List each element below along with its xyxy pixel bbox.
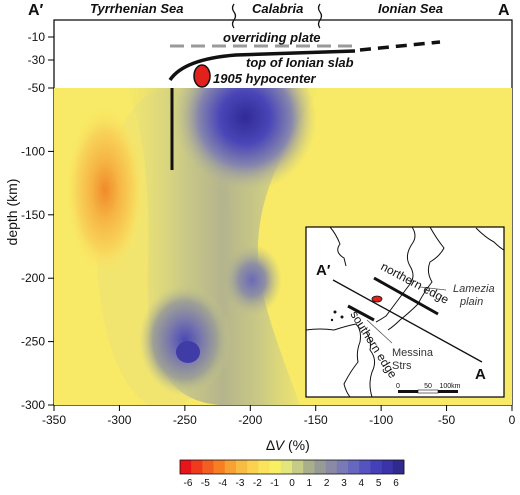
region-label-tyrrhenian: Tyrrhenian Sea xyxy=(90,1,183,16)
inset-coast-east xyxy=(387,226,445,331)
inset-coast-sicily-east xyxy=(365,331,376,398)
colorbar-swatch-2 xyxy=(202,460,214,474)
inset-lamezia-leader xyxy=(419,286,447,291)
colorbar-swatch-17 xyxy=(370,460,382,474)
colorbar-title-variable: V xyxy=(275,437,286,453)
colorbar-swatch-12 xyxy=(314,460,326,474)
velocity-anomaly-field xyxy=(54,88,512,405)
x-tick-label-5: -100 xyxy=(369,413,393,427)
y-axis-title: depth (km) xyxy=(4,179,20,246)
corner-label-right: A xyxy=(498,2,510,19)
colorbar-title-prefix: ∆ xyxy=(266,437,275,453)
hypocenter-marker xyxy=(193,64,211,88)
colorbar-swatch-16 xyxy=(359,460,371,474)
inset-island-dot-1 xyxy=(333,310,337,314)
colorbar-swatch-19 xyxy=(392,460,405,474)
x-tick-label-2: -250 xyxy=(173,413,197,427)
inset-scale-tick-100: 100km xyxy=(439,383,460,390)
colorbar-title-unit: (%) xyxy=(284,437,310,453)
colorbar-swatch-18 xyxy=(381,460,394,474)
axes: -350 -300 -250 -200 -150 -100 -50 0-10-30-50-10… xyxy=(21,30,516,427)
inset-messina-leader xyxy=(366,319,393,344)
y-tick-label-2: -200 xyxy=(21,271,45,285)
corner-label-left: A′ xyxy=(28,2,44,19)
colorbar-tick-5: -1 xyxy=(270,478,279,489)
inset-southern-edge-line xyxy=(347,304,375,322)
ionian-slab-line xyxy=(168,49,356,82)
colorbar-swatch-9 xyxy=(280,460,293,474)
y-tick-label-3: -250 xyxy=(21,335,45,349)
colorbar-tick-12: 6 xyxy=(393,478,399,489)
y-tick-label-upper-0: -10 xyxy=(28,30,46,44)
x-tick-label-3: -200 xyxy=(238,413,262,427)
coast-break-mark-2 xyxy=(317,3,323,29)
colorbar-swatch-15 xyxy=(348,460,360,474)
colorbar-tick-7: 1 xyxy=(307,478,313,489)
inset-island-dot-3 xyxy=(330,318,334,322)
colorbar-swatch-8 xyxy=(269,460,282,474)
ionian-slab-extension xyxy=(359,40,441,52)
colorbar-swatch-5 xyxy=(236,460,248,474)
y-tick-label-upper-1: -30 xyxy=(28,53,46,67)
colorbar-swatch-14 xyxy=(336,460,349,474)
inset-coast-ne xyxy=(475,227,505,251)
inset-messina-label-2: Strs xyxy=(392,360,412,372)
colorbar-tick-11: 5 xyxy=(376,478,382,489)
inset-northern-edge-line xyxy=(373,276,439,316)
inset-corner-left: A′ xyxy=(316,262,331,279)
colorbar-swatch-4 xyxy=(224,460,237,474)
inset-coast-north xyxy=(329,226,347,267)
colorbar-swatch-1 xyxy=(191,460,203,474)
colorbar-tick-8: 2 xyxy=(324,478,330,489)
inset-lamezia-label-2: plain xyxy=(459,296,483,308)
colorbar-tick-4: -2 xyxy=(253,478,262,489)
colorbar-swatch-6 xyxy=(247,460,259,474)
colorbar-tick-1: -5 xyxy=(201,478,210,489)
colorbar-tick-2: -4 xyxy=(218,478,227,489)
inset-messina-label-1: Messina xyxy=(392,347,434,359)
inset-hypocenter-marker xyxy=(371,295,383,303)
colorbar-frame xyxy=(179,459,405,475)
inset-scale-bar: 0 50 100km xyxy=(396,383,461,394)
colorbar-tick-3: -3 xyxy=(236,478,245,489)
y-tick-label-upper-2: -50 xyxy=(28,81,46,95)
colorbar-swatch-10 xyxy=(292,460,304,474)
inset-profile-line xyxy=(332,279,483,363)
colorbar-tick-9: 3 xyxy=(341,478,347,489)
colorbar-tick-6: 0 xyxy=(289,478,295,489)
inset-map: A′ A northern edge southern edge Lamezia… xyxy=(305,226,505,398)
ionian-slab-label: top of Ionian slab xyxy=(246,55,354,70)
x-tick-label-0: -350 xyxy=(42,413,66,427)
colorbar-tick-10: 4 xyxy=(359,478,365,489)
colorbar-swatch-3 xyxy=(213,460,226,474)
x-tick-label-7: 0 xyxy=(509,413,516,427)
colorbar-swatch-7 xyxy=(258,460,270,474)
x-tick-label-1: -300 xyxy=(107,413,131,427)
inset-lamezia-label-1: Lamezia xyxy=(453,283,495,295)
y-tick-label-0: -100 xyxy=(21,144,45,158)
inset-island-dot-2 xyxy=(340,315,344,319)
region-label-calabria: Calabria xyxy=(252,1,303,16)
x-tick-label-4: -150 xyxy=(304,413,328,427)
overriding-plate-label: overriding plate xyxy=(223,30,321,45)
inset-corner-right: A xyxy=(475,366,486,383)
hypocenter-label: 1905 hypocenter xyxy=(213,71,317,86)
colorbar-swatch-11 xyxy=(303,460,315,474)
y-tick-label-4: -300 xyxy=(21,398,45,412)
colorbar: -6 -5 -4 -3 -2 -1 0 1 2 3 4 5 6 xyxy=(179,459,405,489)
colorbar-swatch-13 xyxy=(325,460,338,474)
region-label-ionian: Ionian Sea xyxy=(378,1,443,16)
inset-scale-tick-50: 50 xyxy=(424,383,432,390)
colorbar-swatch-0 xyxy=(180,460,192,474)
inset-scale-tick-0: 0 xyxy=(396,383,400,390)
inset-coast-sicily xyxy=(305,323,361,398)
colorbar-tick-0: -6 xyxy=(184,478,193,489)
inset-coast-calabria xyxy=(375,226,416,323)
x-tick-label-6: -50 xyxy=(438,413,456,427)
y-tick-label-1: -150 xyxy=(21,208,45,222)
colorbar-title: ∆V (%) xyxy=(266,437,310,453)
coast-break-mark-1 xyxy=(231,3,237,29)
